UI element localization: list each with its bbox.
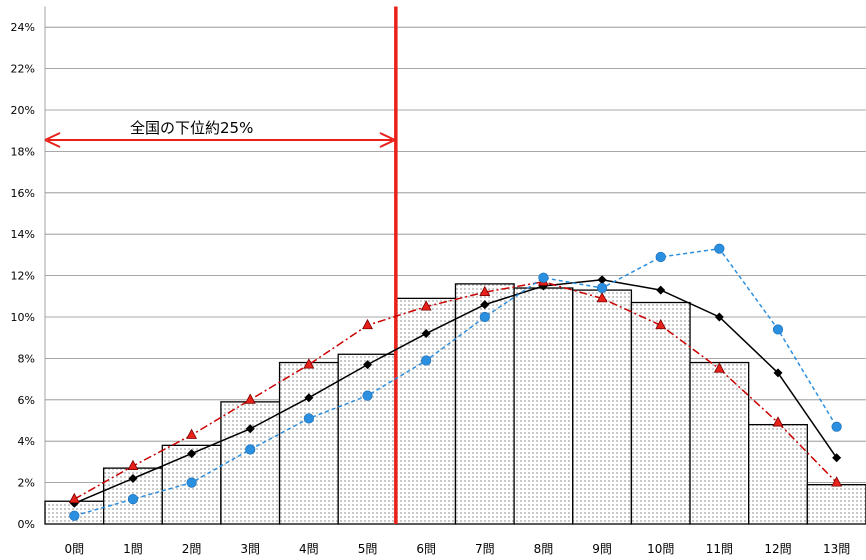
point-marker [597,275,607,285]
series-circle [69,243,842,521]
point-marker [773,368,783,378]
point-marker [127,459,139,470]
y-tick-label: 16% [11,187,35,200]
annotation-arrow-head-left [44,132,61,148]
point-marker [714,243,725,254]
bar [689,361,750,525]
bar [513,287,574,525]
point-marker [128,473,138,483]
bar [630,301,691,525]
point-marker [421,355,432,366]
point-marker [596,282,608,294]
annotation: 全国の下位約25% [44,119,396,148]
x-tick-label: 7問 [475,542,495,556]
point-marker [186,477,197,488]
point-marker [655,251,666,263]
x-tick-label: 5問 [358,542,378,556]
point-marker [68,492,80,504]
bar [806,484,866,525]
x-tick-label: 12問 [764,542,791,556]
point-marker [479,285,491,297]
x-tick-label: 9問 [592,542,612,556]
y-tick-label: 12% [11,270,35,283]
y-tick-label: 8% [18,352,35,365]
point-marker [596,292,608,303]
y-tick-label: 6% [18,394,35,407]
y-axis-tick-labels: 0% 2% 4% 6% 8% 10% 12% 14% 16% 18% 20% 22% 24% [11,21,35,531]
point-marker [832,453,842,463]
bar [337,353,398,525]
y-tick-label: 4% [18,435,35,448]
annotation-label: 全国の下位約25% [130,119,253,137]
y-tick-label: 2% [18,477,35,490]
y-tick-label: 22% [11,63,35,76]
x-tick-label: 0問 [64,542,84,556]
bar-series [44,283,866,525]
point-marker [655,318,667,330]
x-tick-label: 4問 [299,542,319,556]
bar [220,401,281,525]
x-tick-label: 2問 [182,542,202,556]
y-tick-label: 14% [11,228,35,241]
point-marker [245,444,256,455]
point-marker [303,358,315,369]
point-marker [362,318,373,330]
y-tick-label: 0% [18,518,35,531]
x-tick-label: 11問 [706,542,733,556]
point-marker [304,393,314,403]
bar [572,289,633,525]
point-marker [480,300,490,310]
point-marker [127,494,139,505]
point-marker [713,362,725,373]
point-marker [420,300,432,311]
point-marker [479,311,490,323]
x-axis-tick-labels: 0問 1問 2問 3問 4問 5問 6問 7問 8問 9問 10問 11問 12問 13問 [64,542,850,556]
point-marker [538,272,549,283]
y-tick-label: 20% [11,104,35,117]
series-line [74,247,838,517]
series-diamond [69,275,842,508]
point-marker [245,424,255,434]
point-marker [187,449,197,459]
annotation-arrow-head-right [379,132,396,148]
point-marker [421,329,431,339]
point-marker [69,510,80,521]
series-line [73,281,838,500]
y-tick-label: 24% [11,21,35,34]
x-tick-label: 10問 [647,542,674,556]
series-triangle [68,275,843,504]
point-marker [714,312,724,322]
y-tick-label: 10% [11,311,35,324]
point-marker [831,476,843,487]
point-marker [363,360,373,370]
series-line [74,278,838,504]
point-marker [772,416,784,427]
point-marker [244,393,256,404]
x-tick-label: 8問 [534,542,554,556]
x-tick-label: 6問 [416,542,436,556]
line-series [68,243,843,521]
point-marker [362,390,373,401]
point-marker [656,285,666,295]
point-marker [772,324,784,335]
x-tick-label: 3問 [240,542,260,556]
point-marker [831,421,842,432]
point-marker [303,413,314,424]
y-tick-label: 18% [11,145,35,158]
bar [748,423,808,525]
x-tick-label: 1問 [123,542,143,556]
point-marker [186,428,198,439]
x-tick-label: 13問 [823,542,850,556]
